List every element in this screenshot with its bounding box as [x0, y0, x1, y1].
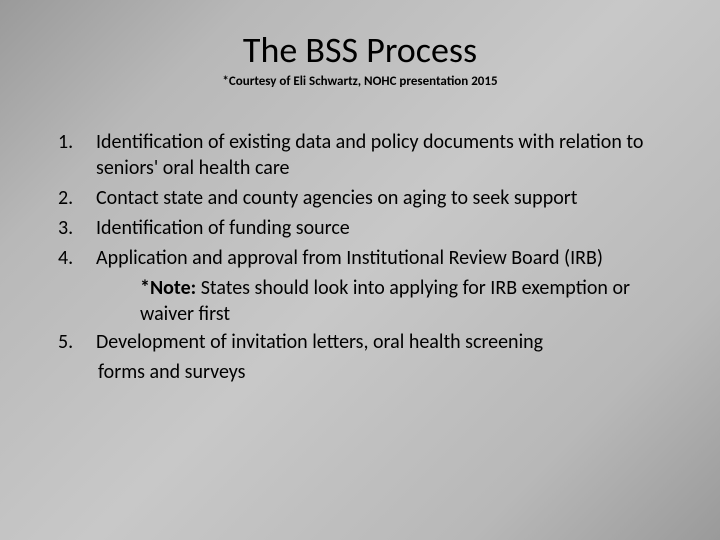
list-text: Development of invitation letters, oral … — [96, 329, 680, 355]
slide-title: The BSS Process — [40, 28, 680, 72]
list-number: 5. — [58, 329, 96, 355]
list-number: 2. — [58, 185, 96, 211]
process-list: 1. Identification of existing data and p… — [40, 129, 680, 271]
list-number: 4. — [58, 245, 96, 271]
list-item: 5. Development of invitation letters, or… — [58, 329, 680, 355]
note-label: *Note: — [140, 276, 196, 300]
process-list-cont: 5. Development of invitation letters, or… — [40, 329, 680, 355]
list-item: 3. Identification of funding source — [58, 215, 680, 241]
note-text: States should look into applying for IRB… — [140, 276, 630, 326]
list-item: 2. Contact state and county agencies on … — [58, 185, 680, 211]
list-number: 1. — [58, 129, 96, 181]
list-item: 1. Identification of existing data and p… — [58, 129, 680, 181]
list-text: Identification of funding source — [96, 215, 680, 241]
note-line: *Note: States should look into applying … — [140, 275, 680, 327]
list-text: Identification of existing data and poli… — [96, 129, 680, 181]
list-number: 3. — [58, 215, 96, 241]
list-item-continuation: forms and surveys — [98, 359, 680, 385]
list-text: Contact state and county agencies on agi… — [96, 185, 680, 211]
list-item: 4. Application and approval from Institu… — [58, 245, 680, 271]
slide-subtitle: *Courtesy of Eli Schwartz, NOHC presenta… — [40, 74, 680, 89]
list-text: Application and approval from Institutio… — [96, 245, 680, 271]
